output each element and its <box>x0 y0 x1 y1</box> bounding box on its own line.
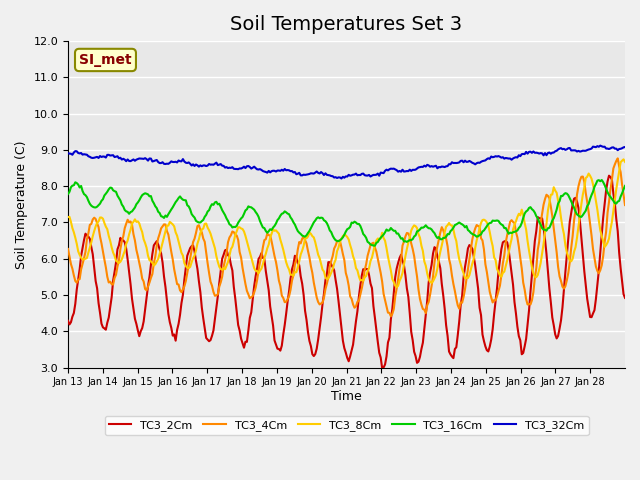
TC3_2Cm <box>605 173 613 179</box>
TC3_32Cm <box>463 159 470 165</box>
TC3_32Cm <box>596 143 604 148</box>
Text: SI_met: SI_met <box>79 53 132 67</box>
TC3_16Cm <box>620 187 627 192</box>
TC3_4Cm <box>545 195 553 201</box>
TC3_32Cm <box>621 144 629 150</box>
TC3_16Cm <box>83 194 91 200</box>
TC3_16Cm <box>371 243 379 249</box>
Title: Soil Temperatures Set 3: Soil Temperatures Set 3 <box>230 15 463 34</box>
TC3_32Cm <box>337 176 345 181</box>
TC3_8Cm <box>621 159 629 165</box>
TC3_4Cm <box>83 236 91 242</box>
Legend: TC3_2Cm, TC3_4Cm, TC3_8Cm, TC3_16Cm, TC3_32Cm: TC3_2Cm, TC3_4Cm, TC3_8Cm, TC3_16Cm, TC3… <box>104 416 589 435</box>
TC3_8Cm <box>83 255 91 261</box>
TC3_8Cm <box>545 199 553 205</box>
TC3_16Cm <box>598 177 605 183</box>
Line: TC3_2Cm: TC3_2Cm <box>68 176 625 368</box>
TC3_16Cm <box>545 225 553 231</box>
TC3_32Cm <box>83 152 91 157</box>
TC3_2Cm <box>351 330 358 336</box>
TC3_4Cm <box>620 192 627 198</box>
TC3_8Cm <box>463 275 470 281</box>
TC3_4Cm <box>100 257 108 263</box>
X-axis label: Time: Time <box>331 390 362 403</box>
TC3_8Cm <box>620 156 627 162</box>
TC3_8Cm <box>618 158 626 164</box>
TC3_2Cm <box>463 255 470 261</box>
TC3_2Cm <box>83 233 91 239</box>
TC3_4Cm <box>387 313 395 319</box>
TC3_4Cm <box>64 246 72 252</box>
TC3_16Cm <box>351 219 358 225</box>
TC3_2Cm <box>100 325 108 331</box>
TC3_32Cm <box>545 150 553 156</box>
TC3_8Cm <box>64 214 72 220</box>
TC3_8Cm <box>100 220 108 226</box>
TC3_16Cm <box>463 223 470 229</box>
TC3_2Cm <box>620 291 627 297</box>
TC3_8Cm <box>393 284 401 290</box>
TC3_32Cm <box>620 144 627 150</box>
TC3_16Cm <box>64 191 72 197</box>
Line: TC3_4Cm: TC3_4Cm <box>68 158 625 316</box>
Line: TC3_8Cm: TC3_8Cm <box>68 159 625 287</box>
TC3_8Cm <box>351 257 358 263</box>
TC3_2Cm <box>545 286 553 292</box>
TC3_32Cm <box>64 150 72 156</box>
Line: TC3_32Cm: TC3_32Cm <box>68 145 625 179</box>
Y-axis label: Soil Temperature (C): Soil Temperature (C) <box>15 140 28 269</box>
TC3_4Cm <box>621 202 629 208</box>
TC3_2Cm <box>378 365 386 371</box>
TC3_16Cm <box>621 183 629 189</box>
TC3_2Cm <box>621 295 629 301</box>
TC3_2Cm <box>64 318 72 324</box>
TC3_16Cm <box>100 192 108 198</box>
TC3_4Cm <box>463 276 470 282</box>
TC3_32Cm <box>100 154 108 159</box>
TC3_32Cm <box>352 171 360 177</box>
TC3_4Cm <box>351 305 358 311</box>
TC3_4Cm <box>614 156 621 161</box>
Line: TC3_16Cm: TC3_16Cm <box>68 180 625 246</box>
